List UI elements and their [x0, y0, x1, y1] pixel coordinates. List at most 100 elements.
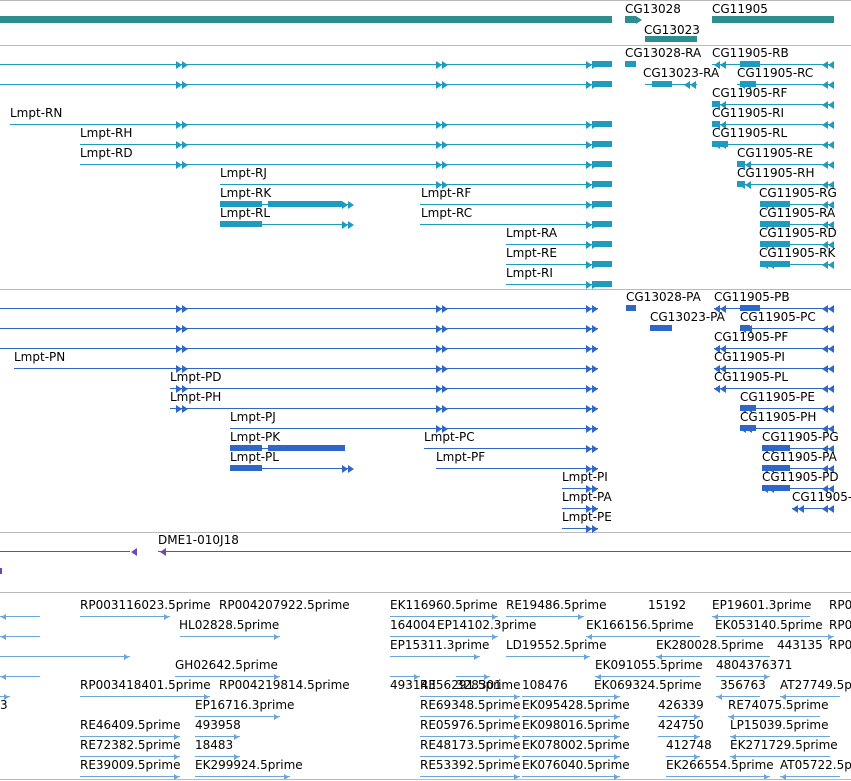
est-alignment[interactable]: [0, 656, 130, 657]
feature-line[interactable]: [14, 368, 598, 369]
exon-block[interactable]: [740, 61, 760, 67]
feature-label[interactable]: EK053140.5prime: [715, 618, 823, 632]
feature-label[interactable]: Lmpt-RF: [421, 186, 472, 200]
exon-block[interactable]: [220, 201, 262, 207]
feature-label[interactable]: CG13023: [644, 23, 700, 37]
feature-label[interactable]: CG11905-RB: [712, 46, 789, 60]
exon-block[interactable]: [762, 485, 790, 491]
transcript-model[interactable]: [420, 204, 612, 205]
feature-line[interactable]: [792, 508, 834, 509]
feature-label[interactable]: RE53392.5prime: [420, 758, 521, 772]
est-alignment[interactable]: [716, 636, 834, 637]
feature-label[interactable]: CG11905-PD: [762, 470, 839, 484]
feature-line[interactable]: [712, 64, 834, 65]
transcript-model[interactable]: [80, 144, 612, 145]
exon-block[interactable]: [760, 241, 790, 247]
feature-label[interactable]: CG11905-PA: [762, 450, 837, 464]
est-alignment[interactable]: [420, 716, 520, 717]
exon-block[interactable]: [230, 445, 262, 451]
feature-line[interactable]: [762, 488, 834, 489]
feature-label[interactable]: CG11905-PL: [714, 370, 789, 384]
exon-block[interactable]: [740, 81, 756, 87]
feature-label[interactable]: Lmpt-PD: [170, 370, 222, 384]
transcript-model[interactable]: [220, 224, 350, 225]
feature-label[interactable]: AT05722.5p: [780, 758, 851, 772]
est-alignment[interactable]: [0, 636, 40, 637]
exon-block[interactable]: [592, 181, 612, 187]
feature-label[interactable]: AT27749.5p: [780, 678, 851, 692]
feature-line[interactable]: [506, 244, 612, 245]
est-alignment[interactable]: [712, 616, 810, 617]
feature-label[interactable]: EP15311.3prime: [390, 638, 490, 652]
feature-label[interactable]: Lmpt-PC: [424, 430, 475, 444]
feature-line[interactable]: [740, 328, 834, 329]
feature-line[interactable]: [562, 488, 598, 489]
feature-line[interactable]: [714, 368, 834, 369]
transcript-model[interactable]: [420, 224, 612, 225]
feature-label[interactable]: EK069324.5prime: [594, 678, 702, 692]
feature-label[interactable]: EK166156.5prime: [586, 618, 694, 632]
exon-block[interactable]: [592, 261, 612, 267]
feature-line[interactable]: [760, 264, 834, 265]
exon-block[interactable]: [740, 305, 760, 311]
gene-cg11905[interactable]: [712, 15, 834, 23]
feature-label[interactable]: Lmpt-PF: [436, 450, 486, 464]
feature-label[interactable]: EK299924.5prime: [195, 758, 303, 772]
feature-line[interactable]: [762, 448, 834, 449]
feature-label[interactable]: Lmpt-PN: [14, 350, 66, 364]
feature-label[interactable]: CG11905-RG: [759, 186, 837, 200]
feature-label[interactable]: RP0: [829, 598, 851, 612]
feature-label[interactable]: GH02642.5prime: [175, 658, 278, 672]
exon-block[interactable]: [592, 161, 612, 167]
feature-label[interactable]: RP003116023.5prime: [80, 598, 211, 612]
exon-block[interactable]: [592, 61, 612, 67]
feature-label[interactable]: CG11905-RI: [712, 106, 785, 120]
feature-label[interactable]: 18483: [195, 738, 234, 752]
transcript-model[interactable]: [220, 184, 612, 185]
exon-block[interactable]: [762, 445, 790, 451]
feature-line[interactable]: [760, 224, 834, 225]
feature-label[interactable]: CG11905-RD: [759, 226, 837, 240]
feature-label[interactable]: RP003418401.5prime: [80, 678, 211, 692]
feature-label[interactable]: 3: [0, 698, 8, 712]
feature-label[interactable]: Lmpt-RN: [10, 106, 63, 120]
exon-block[interactable]: [592, 81, 612, 87]
exon-block[interactable]: [592, 281, 612, 287]
feature-label[interactable]: CG11905-RH: [737, 166, 815, 180]
exon-block[interactable]: [0, 568, 2, 574]
transcript-model[interactable]: [10, 124, 612, 125]
feature-label[interactable]: CG11905-RC: [737, 66, 814, 80]
feature-label[interactable]: CG11905-PB: [714, 290, 790, 304]
est-alignment[interactable]: [506, 616, 584, 617]
est-alignment[interactable]: [522, 756, 620, 757]
est-alignment[interactable]: [0, 676, 40, 677]
feature-line[interactable]: [712, 124, 834, 125]
exon-block[interactable]: [760, 261, 790, 267]
exon-block[interactable]: [592, 201, 612, 207]
feature-label[interactable]: CG13023-RA: [643, 66, 720, 80]
est-alignment[interactable]: [80, 696, 210, 697]
est-alignment[interactable]: [80, 616, 170, 617]
exon-block[interactable]: [652, 81, 672, 87]
est-alignment[interactable]: [658, 716, 700, 717]
feature-label[interactable]: CG11905-PC: [740, 310, 816, 324]
feature-label[interactable]: RE72382.5prime: [80, 738, 181, 752]
feature-line[interactable]: [424, 448, 598, 449]
exon-block[interactable]: [625, 61, 636, 67]
exon-block[interactable]: [592, 121, 612, 127]
est-alignment[interactable]: [666, 756, 700, 757]
feature-line[interactable]: [737, 184, 834, 185]
est-alignment[interactable]: [522, 776, 620, 777]
feature-line[interactable]: [712, 144, 834, 145]
transcript-model[interactable]: [80, 164, 612, 165]
exon-block[interactable]: [650, 325, 672, 331]
feature-label[interactable]: Lmpt-RC: [421, 206, 473, 220]
feature-line[interactable]: [714, 308, 834, 309]
feature-label[interactable]: CG11905-RA: [759, 206, 836, 220]
feature-label[interactable]: CG11905: [712, 2, 768, 16]
est-alignment[interactable]: [80, 776, 180, 777]
feature-label[interactable]: Lmpt-RD: [80, 146, 133, 160]
feature-label[interactable]: Lmpt-PI: [562, 470, 608, 484]
exon-block[interactable]: [737, 161, 745, 167]
exon-block[interactable]: [760, 201, 790, 207]
